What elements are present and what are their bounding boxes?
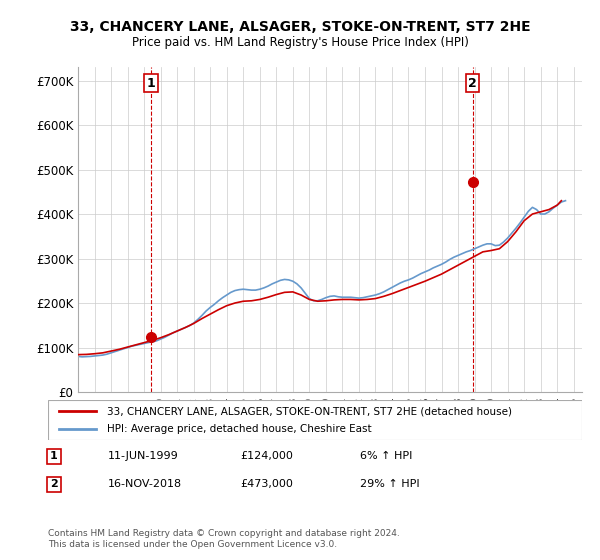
- Text: 1: 1: [50, 451, 58, 461]
- Text: Price paid vs. HM Land Registry's House Price Index (HPI): Price paid vs. HM Land Registry's House …: [131, 36, 469, 49]
- FancyBboxPatch shape: [48, 400, 582, 440]
- Text: 29% ↑ HPI: 29% ↑ HPI: [360, 479, 419, 489]
- Text: £473,000: £473,000: [240, 479, 293, 489]
- Text: 11-JUN-1999: 11-JUN-1999: [108, 451, 179, 461]
- Text: 16-NOV-2018: 16-NOV-2018: [108, 479, 182, 489]
- Text: £124,000: £124,000: [240, 451, 293, 461]
- Text: 2: 2: [468, 77, 477, 90]
- Text: 1: 1: [147, 77, 156, 90]
- Text: 33, CHANCERY LANE, ALSAGER, STOKE-ON-TRENT, ST7 2HE: 33, CHANCERY LANE, ALSAGER, STOKE-ON-TRE…: [70, 20, 530, 34]
- Text: 6% ↑ HPI: 6% ↑ HPI: [360, 451, 412, 461]
- Text: HPI: Average price, detached house, Cheshire East: HPI: Average price, detached house, Ches…: [107, 423, 371, 433]
- Text: 33, CHANCERY LANE, ALSAGER, STOKE-ON-TRENT, ST7 2HE (detached house): 33, CHANCERY LANE, ALSAGER, STOKE-ON-TRE…: [107, 407, 512, 417]
- Text: 2: 2: [50, 479, 58, 489]
- Text: Contains HM Land Registry data © Crown copyright and database right 2024.
This d: Contains HM Land Registry data © Crown c…: [48, 529, 400, 549]
